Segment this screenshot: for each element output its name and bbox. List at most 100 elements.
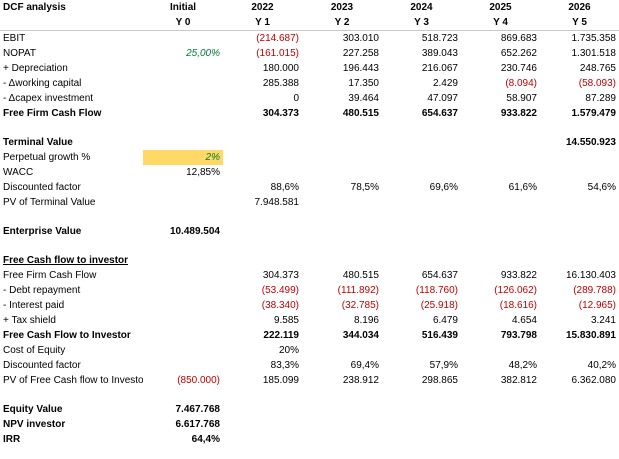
cell[interactable]: 516.439 (421, 330, 458, 341)
cell[interactable]: 7.948.581 (254, 197, 300, 208)
cell[interactable]: (12.965) (578, 300, 616, 311)
cell[interactable]: (850.000) (177, 375, 220, 386)
cell[interactable]: 7.467.768 (175, 404, 221, 415)
cell[interactable]: 933.822 (500, 270, 537, 281)
sheet-title: DCF analysis (3, 2, 66, 13)
growth-input-cell[interactable]: 2% (143, 150, 223, 165)
cell[interactable]: 15.830.891 (565, 330, 616, 341)
row-label: + Tax shield (3, 315, 56, 326)
cell[interactable]: 304.373 (262, 108, 299, 119)
cell[interactable]: 304.373 (262, 270, 299, 281)
cell[interactable] (143, 31, 223, 47)
cell[interactable]: (32.785) (341, 300, 379, 311)
cell[interactable]: 196.443 (342, 63, 379, 74)
cell[interactable]: 230.746 (500, 63, 537, 74)
cell[interactable]: 389.043 (421, 48, 458, 59)
cell[interactable]: 6.362.080 (571, 375, 617, 386)
cell[interactable]: 78,5% (350, 182, 379, 193)
cell[interactable]: 793.798 (500, 330, 537, 341)
row-cost-of-equity: Cost of Equity 20% (0, 343, 619, 358)
cell[interactable]: 227.258 (342, 48, 379, 59)
cell[interactable]: 47.097 (427, 93, 458, 104)
cell[interactable]: 222.119 (263, 330, 299, 341)
cell[interactable]: (53.499) (261, 285, 299, 296)
cell[interactable]: 17.350 (348, 78, 379, 89)
row-discounted-factor-2: Discounted factor 83,3% 69,4% 57,9% 48,2… (0, 358, 619, 373)
cell[interactable]: 58.907 (506, 93, 537, 104)
cell[interactable]: (18.616) (499, 300, 537, 311)
row-label: Free Cash Flow to Investor (3, 330, 131, 341)
cell[interactable]: 54,6% (587, 182, 616, 193)
cell[interactable]: (25.918) (420, 300, 458, 311)
cell[interactable]: (38.340) (261, 300, 299, 311)
cell[interactable]: 87.289 (585, 93, 616, 104)
cell[interactable] (143, 76, 223, 91)
cell[interactable]: 303.010 (342, 33, 379, 44)
cell[interactable]: 57,9% (429, 360, 458, 371)
col-header-2025: 2025 (489, 2, 512, 13)
cell[interactable]: 654.637 (421, 108, 458, 119)
cell[interactable]: 652.262 (500, 48, 537, 59)
cell[interactable]: 48,2% (508, 360, 537, 371)
cell[interactable]: 654.637 (421, 270, 458, 281)
cell[interactable]: 8.196 (353, 315, 379, 326)
cell[interactable]: 2.429 (432, 78, 458, 89)
cell[interactable]: 40,2% (587, 360, 616, 371)
cell[interactable]: 88,6% (270, 182, 299, 193)
row-label: PV of Free Cash flow to Investor (3, 375, 143, 386)
cell[interactable]: 61,6% (508, 182, 537, 193)
cell[interactable] (143, 106, 223, 121)
cell[interactable]: 4.654 (511, 315, 537, 326)
cell[interactable]: (161.015) (256, 48, 299, 59)
cell[interactable]: (58.093) (578, 78, 616, 89)
cell[interactable]: 1.735.358 (571, 33, 617, 44)
cell[interactable]: 3.241 (590, 315, 616, 326)
cell[interactable]: (111.892) (337, 285, 379, 296)
col-sub-y0: Y 0 (143, 15, 223, 31)
cell[interactable]: 298.865 (421, 375, 458, 386)
row-wacc: WACC 12,85% (0, 165, 619, 180)
cell[interactable]: 216.067 (421, 63, 458, 74)
cell[interactable]: 9.585 (273, 315, 299, 326)
cell[interactable]: 6.617.768 (175, 419, 221, 430)
cell[interactable]: 83,3% (270, 360, 299, 371)
cell[interactable]: 933.822 (500, 108, 537, 119)
cell[interactable]: 180.000 (262, 63, 299, 74)
cell[interactable]: 64,4% (191, 434, 220, 445)
cell[interactable]: 344.034 (342, 330, 379, 341)
row-free-firm-cash-flow-2: Free Firm Cash Flow 304.373 480.515 654.… (0, 268, 619, 283)
cell[interactable]: (214.687) (256, 33, 299, 44)
cell[interactable]: 20% (278, 345, 299, 356)
cell[interactable]: 69,6% (429, 182, 458, 193)
cell[interactable]: 869.683 (500, 33, 537, 44)
cell[interactable]: 1.579.479 (571, 108, 617, 119)
cell[interactable]: 238.912 (342, 375, 379, 386)
cell[interactable]: 12,85% (186, 167, 220, 178)
cell[interactable]: 0 (293, 93, 299, 104)
cell[interactable]: 185.099 (262, 375, 299, 386)
cell[interactable]: 480.515 (342, 270, 379, 281)
row-label: Perpetual growth % (3, 152, 91, 163)
cell[interactable]: 14.550.923 (565, 137, 616, 148)
cell[interactable] (143, 61, 223, 76)
cell[interactable]: 10.489.504 (169, 226, 220, 237)
cell[interactable]: (118.760) (415, 285, 458, 296)
cell[interactable]: 248.765 (579, 63, 616, 74)
row-label: NOPAT (3, 48, 36, 59)
cell[interactable] (143, 91, 223, 106)
cell[interactable]: 1.301.518 (571, 48, 617, 59)
cell[interactable]: 6.479 (432, 315, 458, 326)
cell[interactable]: (289.788) (573, 285, 616, 296)
cell[interactable]: (8.094) (505, 78, 537, 89)
cell[interactable]: 518.723 (421, 33, 458, 44)
col-sub-y3: Y 3 (382, 15, 461, 31)
cell[interactable]: 382.812 (500, 375, 537, 386)
cell[interactable]: 480.515 (342, 108, 379, 119)
row-perpetual-growth: Perpetual growth % 2% (0, 150, 619, 165)
cell[interactable]: (126.062) (494, 285, 537, 296)
cell[interactable]: 16.130.403 (565, 270, 616, 281)
cell[interactable]: 69,4% (350, 360, 379, 371)
cell[interactable]: 39.464 (348, 93, 379, 104)
tax-rate-input-cell[interactable]: 25,00% (186, 48, 220, 59)
cell[interactable]: 285.388 (262, 78, 299, 89)
